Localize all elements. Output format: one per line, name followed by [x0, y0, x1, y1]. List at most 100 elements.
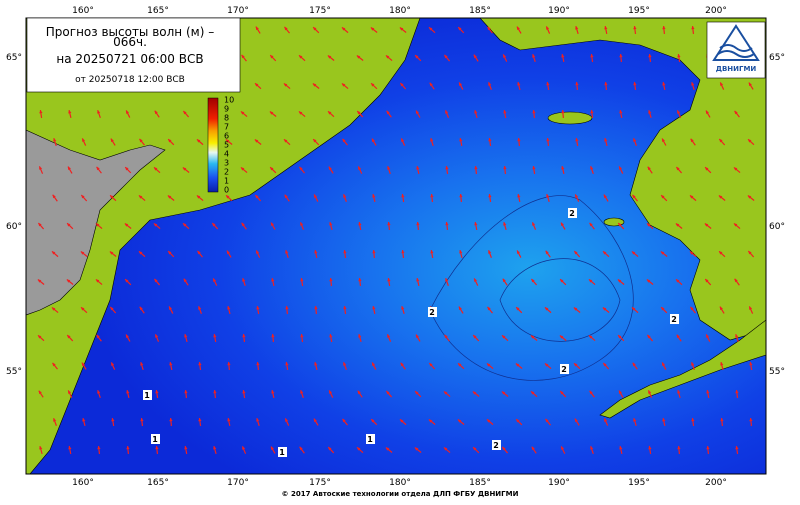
arrow-head [444, 334, 448, 339]
arrow-head [473, 335, 477, 339]
arrow-head [184, 334, 188, 338]
arrow-head [154, 167, 158, 171]
arrow-head [633, 418, 637, 422]
arrow-head [53, 418, 57, 422]
arrow-head [212, 223, 216, 227]
arrow-head [256, 306, 260, 310]
title-box [26, 17, 241, 93]
arrow-head [387, 222, 391, 226]
arrow-head [705, 279, 709, 283]
arrow-head [225, 139, 230, 143]
arrow-head [283, 83, 288, 87]
arrow-head [604, 138, 608, 142]
arrow-head [96, 334, 100, 339]
arrow-head [516, 307, 520, 311]
arrow-head [619, 390, 623, 395]
arrow-head [531, 391, 535, 395]
arrow-head [748, 139, 752, 143]
arrow-head [416, 222, 420, 226]
arrow-head [399, 419, 404, 423]
lat-label: 65° [769, 53, 785, 63]
arrow-head [184, 446, 188, 450]
arrow-head [314, 306, 318, 310]
contour-label: 1 [152, 435, 158, 444]
arrow-head [138, 251, 143, 255]
arrow-head [298, 111, 303, 115]
arrow-head [358, 278, 362, 282]
lon-label: 195° [628, 6, 650, 16]
arrow-head [256, 418, 260, 422]
arrow-head [255, 26, 259, 31]
arrow-head [314, 250, 318, 254]
arrow-head [329, 278, 333, 282]
arrow-head [590, 110, 594, 114]
arrow-head [575, 26, 579, 30]
arrow-head [167, 195, 172, 199]
contour-label: 1 [279, 448, 285, 457]
arrow-head [126, 446, 130, 450]
contour-label: 1 [367, 435, 373, 444]
island [547, 111, 593, 125]
lon-label: 190° [548, 6, 570, 16]
arrow-head [343, 306, 347, 310]
arrow-head [459, 250, 463, 254]
arrow-head [300, 390, 304, 394]
arrow-head [82, 418, 86, 422]
arrow-head [705, 110, 709, 115]
arrow-head [488, 82, 492, 86]
arrow-head [474, 222, 478, 226]
colorbar-label: 4 [224, 150, 229, 159]
arrow-head [341, 27, 346, 31]
arrow-head [677, 446, 681, 450]
arrow-head [242, 278, 246, 282]
arrow-head [329, 390, 333, 394]
lat-label: 65° [6, 53, 22, 63]
contour-label: 2 [569, 209, 575, 218]
arrow-head [574, 418, 578, 423]
arrow-head [227, 306, 231, 310]
arrow-head [255, 194, 259, 199]
arrow-head [416, 334, 419, 339]
arrow-head [676, 166, 680, 171]
arrow-head [227, 418, 231, 422]
arrow-head [110, 195, 114, 199]
arrow-head [503, 166, 507, 170]
arrow-head [532, 54, 536, 58]
arrow-head [544, 363, 549, 367]
arrow-head [329, 334, 333, 338]
arrow-head [401, 306, 405, 310]
arrow-head [356, 55, 361, 59]
issue-time: от 20250718 12:00 ВСВ [75, 75, 185, 85]
arrow-head [719, 306, 723, 311]
arrow-head [648, 390, 652, 394]
arrow-head [341, 83, 346, 87]
arrow-head [559, 335, 564, 339]
arrow-head [96, 166, 100, 171]
arrow-head [343, 194, 347, 198]
arrow-head [545, 418, 549, 423]
arrow-head [270, 167, 274, 171]
arrow-head [415, 391, 419, 395]
arrow-head [169, 418, 173, 422]
arrow-head [155, 446, 159, 450]
arrow-head [342, 138, 346, 143]
arrow-head [52, 194, 56, 199]
arrow-head [400, 82, 404, 87]
arrow-head [603, 194, 607, 199]
lon-label: 160° [72, 6, 94, 16]
arrow-head [400, 362, 404, 367]
arrow-head [705, 167, 709, 171]
arrow-head [183, 278, 187, 283]
arrow-head [632, 362, 636, 367]
arrow-head [561, 110, 565, 114]
arrow-head [125, 279, 129, 283]
arrow-head [690, 138, 694, 143]
contour [499, 258, 621, 342]
arrow-head [503, 222, 507, 226]
arrow-head [110, 307, 114, 311]
arrow-head [457, 419, 462, 423]
arrow-head [546, 26, 550, 30]
arrow-head [502, 335, 506, 339]
arrow-head [429, 82, 433, 87]
arrow-head [560, 279, 564, 283]
